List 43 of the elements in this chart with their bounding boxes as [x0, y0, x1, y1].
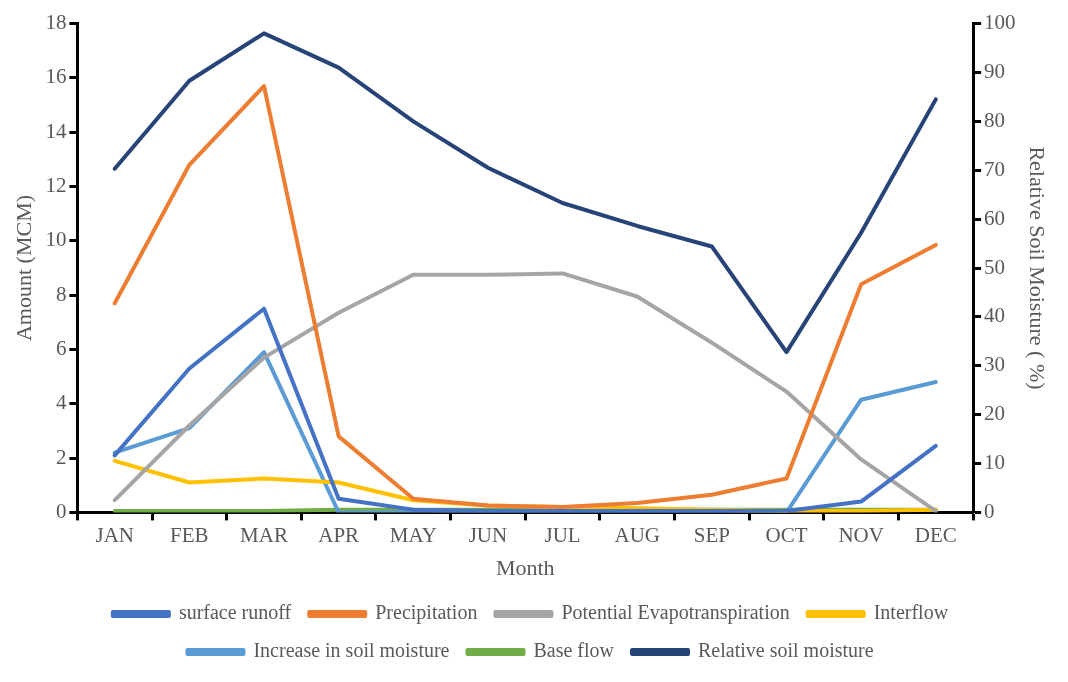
x-tick-label: JUL — [544, 522, 581, 547]
legend-label: Base flow — [533, 639, 615, 662]
y2-tick-label: 100 — [984, 10, 1016, 35]
x-tick-label: JUN — [468, 522, 508, 547]
y-tick-label: 12 — [45, 173, 67, 198]
legend-label: Potential Evapotranspiration — [561, 601, 790, 625]
y2-tick-label: 20 — [984, 401, 1006, 426]
y-tick-label: 6 — [55, 335, 67, 360]
legend-label: Precipitation — [375, 601, 478, 625]
x-tick-label: JAN — [95, 522, 134, 547]
x-tick-label: DEC — [914, 522, 957, 547]
y2-tick-label: 60 — [984, 205, 1006, 230]
y2-tick-label: 50 — [984, 254, 1006, 279]
y2-tick-label: 30 — [984, 352, 1006, 377]
y2-axis-title: Relative Soil Moisture ( %) — [1025, 146, 1051, 390]
x-tick-label: FEB — [170, 522, 209, 547]
y2-tick-label: 90 — [984, 59, 1006, 83]
y2-tick-label: 80 — [984, 107, 1006, 132]
legend-label: surface runoff — [178, 601, 292, 624]
y2-tick-label: 70 — [984, 156, 1006, 181]
y2-tick-label: 0 — [984, 498, 995, 523]
x-axis-title: Month — [495, 554, 555, 580]
y-tick-label: 14 — [45, 118, 67, 143]
x-tick-label: NOV — [838, 522, 884, 547]
y2-tick-label: 40 — [984, 303, 1006, 328]
x-tick-label: AUG — [614, 522, 660, 547]
legend-label: Increase in soil moisture — [253, 639, 450, 662]
y-tick-label: 18 — [45, 10, 67, 35]
legend-label: Interflow — [873, 601, 949, 624]
x-tick-label: APR — [318, 522, 360, 547]
y-tick-label: 2 — [55, 444, 67, 469]
y-tick-label: 4 — [55, 390, 67, 415]
x-tick-label: OCT — [765, 522, 808, 547]
y-tick-label: 8 — [55, 281, 67, 306]
y-tick-label: 10 — [45, 227, 67, 252]
legend-label: Relative soil moisture — [698, 639, 874, 662]
y-tick-label: 16 — [45, 64, 67, 89]
x-tick-label: MAY — [389, 522, 437, 547]
x-tick-label: SEP — [693, 522, 730, 547]
y-axis-title: Amount (MCM) — [10, 194, 36, 342]
y2-tick-label: 10 — [984, 450, 1006, 475]
x-tick-label: MAR — [240, 522, 288, 547]
y-tick-label: 0 — [55, 498, 67, 523]
